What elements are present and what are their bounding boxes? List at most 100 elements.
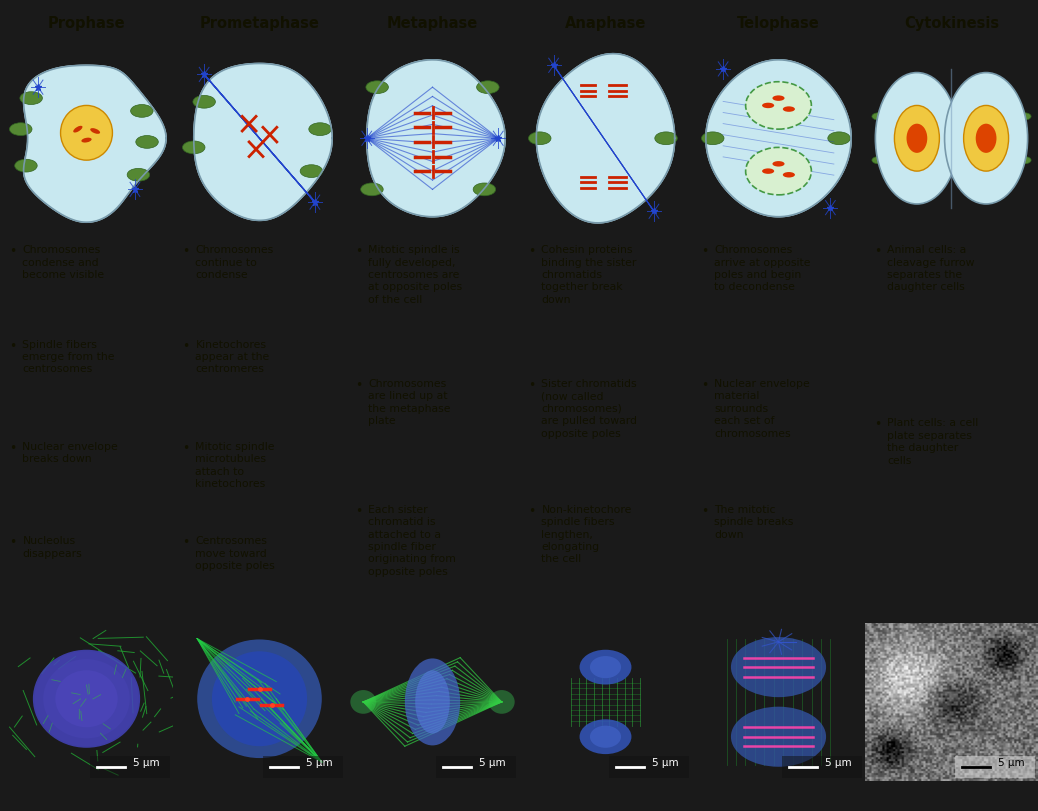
Text: •: • [8, 536, 16, 549]
Text: •: • [527, 245, 535, 258]
Ellipse shape [405, 659, 460, 745]
Ellipse shape [731, 706, 826, 766]
Text: •: • [8, 245, 16, 258]
Text: Chromosomes
continue to
condense: Chromosomes continue to condense [195, 245, 274, 280]
Text: •: • [701, 245, 708, 258]
Text: Kinetochores
appear at the
centromeres: Kinetochores appear at the centromeres [195, 340, 270, 375]
Ellipse shape [579, 650, 631, 684]
Ellipse shape [183, 141, 204, 154]
Ellipse shape [906, 123, 927, 152]
Text: •: • [355, 379, 362, 392]
Ellipse shape [1017, 157, 1031, 164]
Ellipse shape [60, 105, 112, 161]
Ellipse shape [300, 165, 323, 178]
Ellipse shape [745, 148, 812, 195]
Ellipse shape [976, 123, 996, 152]
Text: •: • [8, 442, 16, 455]
Text: Nucleolus
disappears: Nucleolus disappears [23, 536, 82, 559]
Text: 5 μm: 5 μm [998, 758, 1025, 768]
Ellipse shape [528, 132, 551, 144]
Text: Nuclear envelope
material
surrounds
each set of
chromosomes: Nuclear envelope material surrounds each… [714, 379, 811, 439]
Ellipse shape [895, 105, 939, 171]
Polygon shape [706, 60, 851, 217]
Ellipse shape [590, 726, 621, 748]
Text: Centrosomes
move toward
opposite poles: Centrosomes move toward opposite poles [195, 536, 275, 571]
Text: 5 μm: 5 μm [133, 758, 159, 768]
Text: 5 μm: 5 μm [824, 758, 851, 768]
Text: •: • [874, 418, 881, 431]
Ellipse shape [193, 96, 216, 108]
Ellipse shape [74, 126, 82, 132]
Ellipse shape [590, 656, 621, 678]
Ellipse shape [127, 169, 149, 181]
Ellipse shape [579, 719, 631, 754]
FancyBboxPatch shape [955, 756, 1035, 778]
FancyBboxPatch shape [436, 756, 516, 778]
Text: Chromosomes
condense and
become visible: Chromosomes condense and become visible [23, 245, 105, 280]
Text: •: • [355, 245, 362, 258]
Ellipse shape [197, 639, 322, 758]
Text: The mitotic
spindle breaks
down: The mitotic spindle breaks down [714, 504, 794, 539]
Ellipse shape [489, 690, 515, 714]
Text: •: • [182, 340, 189, 353]
Ellipse shape [655, 132, 677, 144]
FancyBboxPatch shape [263, 756, 343, 778]
Ellipse shape [762, 169, 774, 174]
Text: Nuclear envelope
breaks down: Nuclear envelope breaks down [23, 442, 118, 465]
Ellipse shape [308, 122, 331, 135]
Ellipse shape [81, 138, 91, 143]
Ellipse shape [731, 637, 826, 697]
Text: •: • [8, 340, 16, 353]
Ellipse shape [20, 92, 43, 105]
Text: •: • [182, 442, 189, 455]
Ellipse shape [783, 172, 795, 178]
Text: Mitotic spindle is
fully developed,
centrosomes are
at opposite poles
of the cel: Mitotic spindle is fully developed, cent… [368, 245, 463, 305]
Ellipse shape [828, 132, 850, 144]
Text: •: • [182, 536, 189, 549]
Text: Chromosomes
arrive at opposite
poles and begin
to decondense: Chromosomes arrive at opposite poles and… [714, 245, 811, 293]
FancyBboxPatch shape [609, 756, 688, 778]
Ellipse shape [875, 72, 958, 204]
Text: •: • [701, 379, 708, 392]
Ellipse shape [702, 132, 725, 144]
Text: Prophase: Prophase [48, 16, 126, 31]
Text: Non-kinetochore
spindle fibers
lengthen,
elongating
the cell: Non-kinetochore spindle fibers lengthen,… [542, 504, 632, 564]
Text: •: • [182, 245, 189, 258]
Text: Metaphase: Metaphase [387, 16, 479, 31]
Text: Telophase: Telophase [737, 16, 820, 31]
Text: Plant cells: a cell
plate separates
the daughter
cells: Plant cells: a cell plate separates the … [887, 418, 979, 466]
Text: Cohesin proteins
binding the sister
chromatids
together break
down: Cohesin proteins binding the sister chro… [542, 245, 637, 305]
Ellipse shape [772, 96, 785, 101]
Text: •: • [701, 504, 708, 518]
Ellipse shape [872, 113, 885, 120]
Ellipse shape [131, 105, 154, 118]
Ellipse shape [783, 106, 795, 112]
Text: Spindle fibers
emerge from the
centrosomes: Spindle fibers emerge from the centrosom… [23, 340, 115, 375]
Ellipse shape [365, 81, 388, 93]
Polygon shape [194, 63, 332, 221]
Ellipse shape [33, 650, 140, 748]
Ellipse shape [872, 157, 885, 164]
FancyBboxPatch shape [782, 756, 862, 778]
Ellipse shape [34, 651, 138, 746]
Ellipse shape [136, 135, 158, 148]
FancyBboxPatch shape [90, 756, 169, 778]
Text: 5 μm: 5 μm [305, 758, 332, 768]
Text: Chromosomes
are lined up at
the metaphase
plate: Chromosomes are lined up at the metaphas… [368, 379, 450, 426]
Text: 5 μm: 5 μm [652, 758, 678, 768]
Ellipse shape [745, 82, 812, 129]
Polygon shape [537, 54, 675, 223]
Ellipse shape [963, 105, 1009, 171]
Text: Anaphase: Anaphase [565, 16, 647, 31]
Ellipse shape [945, 72, 1028, 204]
Ellipse shape [476, 81, 499, 93]
Text: Each sister
chromatid is
attached to a
spindle fiber
originating from
opposite p: Each sister chromatid is attached to a s… [368, 504, 457, 577]
Text: •: • [527, 379, 535, 392]
Text: •: • [355, 504, 362, 518]
Ellipse shape [473, 183, 496, 195]
Ellipse shape [90, 128, 100, 134]
Text: Animal cells: a
cleavage furrow
separates the
daughter cells: Animal cells: a cleavage furrow separate… [887, 245, 975, 293]
Ellipse shape [361, 183, 383, 195]
Polygon shape [24, 66, 166, 222]
Ellipse shape [1017, 113, 1031, 120]
